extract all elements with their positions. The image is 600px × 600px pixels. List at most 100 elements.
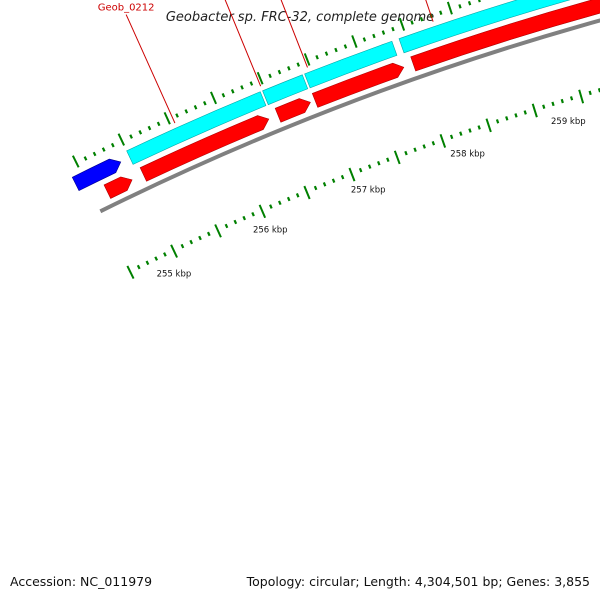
inner-tick xyxy=(569,96,574,101)
outer-tick xyxy=(277,69,282,75)
outer-tick xyxy=(138,130,143,135)
inner-tick xyxy=(303,185,311,200)
inner-tick xyxy=(523,110,527,115)
outer-tick xyxy=(163,111,171,125)
kbp-label: 258 kbp xyxy=(450,150,485,160)
inner-tick xyxy=(439,134,447,148)
accession-text: Accession: NC_011979 xyxy=(10,574,153,589)
inner-tick xyxy=(198,235,202,241)
inner-tick xyxy=(313,185,318,191)
inner-tick xyxy=(340,174,345,180)
inner-tick xyxy=(578,89,585,104)
reverse-gene-arrow xyxy=(103,176,133,199)
outer-tick xyxy=(221,93,226,98)
gene-label-pointers xyxy=(125,0,434,124)
outer-tick xyxy=(381,30,386,35)
outer-tick xyxy=(419,16,424,22)
kbp-label: 256 kbp xyxy=(253,226,288,236)
inner-tick xyxy=(163,252,167,257)
outer-tick xyxy=(147,125,152,131)
inner-tick xyxy=(485,118,492,133)
other-feature-arrow xyxy=(71,158,122,192)
inner-tick xyxy=(214,224,222,238)
forward-gene-block xyxy=(262,74,309,106)
forward-gene-block xyxy=(304,40,398,89)
outer-tick-ring xyxy=(71,0,481,168)
inner-tick xyxy=(322,182,327,187)
forward-strand-track xyxy=(71,0,571,192)
outer-tick xyxy=(372,33,376,39)
inner-tick xyxy=(251,211,255,217)
outer-tick xyxy=(268,73,272,79)
outer-tick xyxy=(129,134,133,139)
inner-tick xyxy=(404,150,408,156)
inner-tick xyxy=(495,119,500,124)
inner-tick xyxy=(136,264,141,270)
inner-tick xyxy=(154,256,159,261)
genome-summary-text: Topology: circular; Length: 4,304,501 bp… xyxy=(246,574,590,589)
outer-tick xyxy=(193,105,198,110)
inner-tick xyxy=(258,204,267,219)
inner-tick xyxy=(505,116,509,121)
outer-tick xyxy=(334,47,338,53)
gene-label: Geob_0212 xyxy=(98,3,155,14)
inner-tick xyxy=(459,131,463,136)
reverse-gene-arrow xyxy=(311,62,405,108)
outer-tick xyxy=(467,0,472,6)
outer-tick xyxy=(203,101,207,106)
forward-gene-block xyxy=(398,0,571,54)
outer-tick xyxy=(175,113,179,118)
outer-tick xyxy=(458,4,462,9)
inner-tick xyxy=(449,134,454,140)
inner-tick-ring xyxy=(126,87,600,279)
outer-tick xyxy=(210,91,218,105)
inner-tick xyxy=(180,243,185,249)
gene-pointer-line xyxy=(224,0,262,87)
outer-tick xyxy=(439,10,443,15)
outer-tick xyxy=(240,85,244,90)
outer-tick xyxy=(71,155,80,168)
backbone-track xyxy=(99,18,600,214)
inner-tick xyxy=(413,147,417,153)
inner-tick xyxy=(468,128,472,133)
outer-tick xyxy=(391,26,395,32)
kbp-label: 255 kbp xyxy=(157,269,192,279)
gene-pointer-line xyxy=(425,0,434,22)
inner-tick xyxy=(189,239,194,245)
backbone-arc xyxy=(99,18,600,214)
outer-tick xyxy=(303,53,311,66)
inner-tick xyxy=(145,260,150,266)
inner-tick xyxy=(422,144,426,149)
inner-tick xyxy=(514,113,518,118)
outer-tick xyxy=(296,62,301,67)
outer-tick xyxy=(287,66,291,71)
outer-tick xyxy=(324,51,329,56)
outer-tick xyxy=(315,54,319,60)
outer-tick xyxy=(398,17,406,31)
inner-tick xyxy=(331,178,336,183)
outer-tick xyxy=(184,109,189,114)
forward-gene-block xyxy=(126,91,267,165)
outer-tick xyxy=(351,35,358,48)
gene-labels: Geob_0212Geob_0213Geob_0214Geob_0215Geob… xyxy=(98,3,155,14)
inner-tick xyxy=(542,104,546,109)
reverse-gene-arrow xyxy=(139,115,270,182)
outer-tick xyxy=(117,133,125,146)
outer-tick xyxy=(249,81,254,86)
inner-tick xyxy=(233,219,238,225)
inner-tick xyxy=(386,157,390,163)
inner-tick xyxy=(224,223,229,229)
genome-title: Geobacter sp. FRC-32, complete genome xyxy=(165,10,435,25)
inner-tick xyxy=(377,160,381,166)
gene-pointer-line xyxy=(125,14,176,124)
inner-tick xyxy=(242,215,247,221)
inner-tick xyxy=(269,204,273,209)
kbp-label: 259 kbp xyxy=(551,117,586,127)
inner-tick xyxy=(278,200,282,206)
outer-tick xyxy=(410,20,414,25)
outer-tick xyxy=(92,151,97,157)
outer-tick xyxy=(343,44,348,49)
outer-tick xyxy=(101,147,106,152)
